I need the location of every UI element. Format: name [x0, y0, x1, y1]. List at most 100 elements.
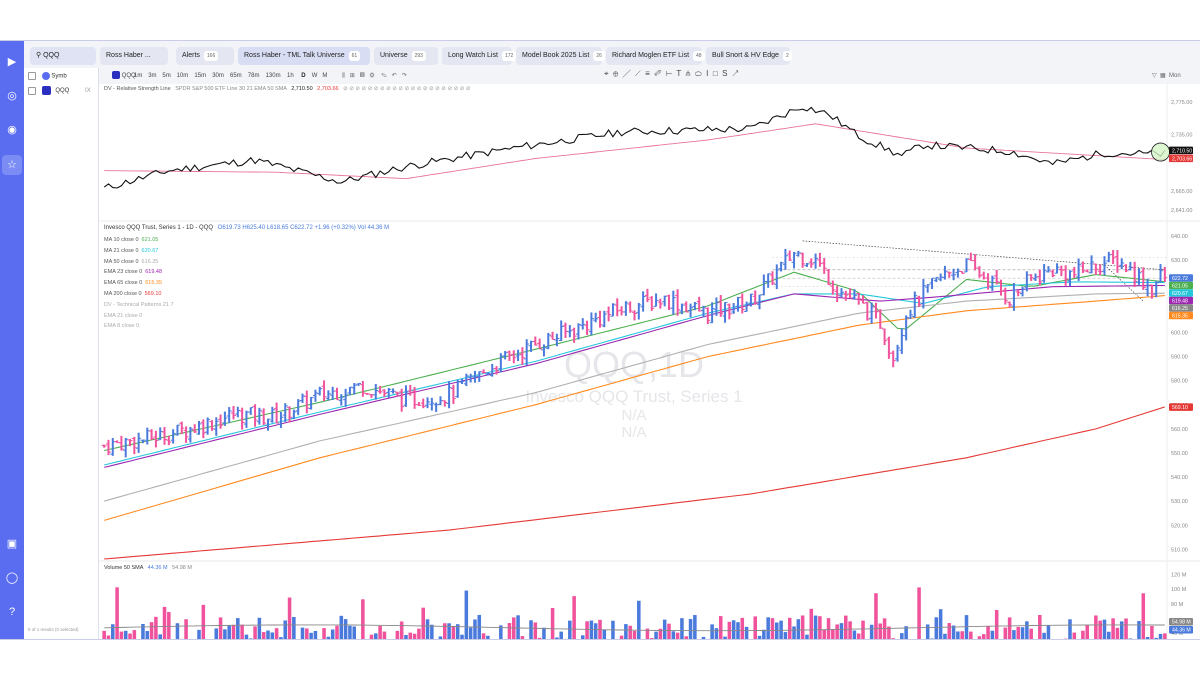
settings-icon[interactable]: ⚙ [369, 73, 375, 79]
volume-bar [309, 632, 313, 639]
rs-title: DV - Relative Strength Line [104, 86, 171, 92]
indicator-value: 621.05 [141, 237, 159, 243]
interval-1h[interactable]: 1h [287, 73, 294, 79]
volume-bar [167, 612, 171, 639]
globe-icon[interactable]: ◎ [7, 90, 17, 102]
text-icon[interactable]: T [676, 69, 682, 78]
volume-bar [762, 629, 766, 639]
indicator-legend-item[interactable]: EMA 65 close 0 615.35 [104, 280, 162, 286]
volume-bar [649, 638, 654, 639]
price-badge-bg [1169, 296, 1193, 305]
rectangle-icon[interactable]: □ [712, 69, 718, 78]
indicator-legend-item[interactable]: MA 21 close 0 620.67 [104, 248, 158, 254]
watchlist-tab[interactable]: Long Watch List 172 [442, 47, 517, 65]
indicator-legend-item[interactable]: EMA 21 close 0 [104, 313, 142, 319]
layout-icon[interactable]: ▤ [359, 73, 365, 79]
education-icon[interactable]: ▣ [6, 538, 18, 550]
volume-bar [550, 608, 555, 639]
tab-label: Universe [380, 52, 408, 59]
target-icon[interactable]: ◉ [7, 124, 17, 136]
app-window: ▶ ◎ ◉ ☆ ▣ ◯ ? ⚲ QQQ Ross Haber ... Alert… [0, 40, 1200, 640]
help-icon[interactable]: ? [8, 606, 16, 618]
volume-bar [1042, 632, 1046, 639]
volume-bar [1020, 627, 1025, 639]
tab-count-badge: 61 [348, 51, 361, 61]
indicator-legend-item[interactable]: EMA 8 close 0 [104, 323, 139, 329]
interval-W[interactable]: W [311, 73, 318, 79]
fib-icon[interactable]: ≡ [645, 69, 650, 78]
volume-bar [279, 637, 283, 639]
chart-area[interactable]: QQQ,1D Invesco QQQ Trust, Series 1 N/A N/A 6… [99, 84, 1200, 639]
symbol-search-input[interactable]: ⚲ QQQ [30, 47, 96, 65]
pitchfork-icon[interactable]: ⋔ [685, 69, 691, 78]
volume-bar [421, 607, 425, 639]
interval-M[interactable]: M [322, 73, 328, 79]
indicator-legend-item[interactable]: EMA 23 close 0 619.48 [104, 269, 162, 275]
day-label[interactable]: Mon [1168, 73, 1181, 79]
chart-symbol-chip[interactable]: QQQ [112, 71, 136, 81]
ellipse-icon[interactable]: ⬭ [694, 69, 702, 78]
curve-icon[interactable]: S [722, 69, 728, 78]
indicator-legend-item[interactable]: MA 50 close 0 616.25 [104, 259, 158, 265]
row-checkbox[interactable] [28, 86, 36, 95]
interval-5m[interactable]: 5m [162, 73, 171, 79]
indicator-legend-item[interactable]: MA 10 close 0 621.05 [104, 237, 158, 243]
watchlist-tab[interactable]: Universe 293 [374, 47, 438, 65]
rs-axis-tick: 2,735.00 [1171, 132, 1192, 138]
search-value: QQQ [43, 52, 60, 59]
select-all-checkbox[interactable] [28, 72, 36, 80]
trendline-icon[interactable]: ╱ [622, 69, 631, 78]
user-icon[interactable]: ◯ [5, 572, 19, 584]
pen-icon[interactable]: ✎ [381, 73, 387, 79]
watchlist-row[interactable]: QQQ IX [28, 86, 91, 95]
watchlist-tab[interactable]: Alerts 166 [176, 47, 234, 65]
watchlist-tab[interactable]: Ross Haber - TML Talk Universe 61 [238, 47, 370, 65]
interval-65m[interactable]: 65m [230, 73, 242, 79]
logo-icon[interactable]: ▶ [7, 56, 17, 68]
volume-bar [680, 618, 684, 639]
ruler-icon[interactable]: ⊢ [665, 69, 672, 78]
brush-icon[interactable]: ✐ [654, 69, 662, 78]
volume-bar [1012, 630, 1016, 639]
volume-bar [1111, 618, 1115, 639]
interval-78m[interactable]: 78m [247, 73, 260, 79]
volume-bar [559, 631, 563, 639]
star-icon[interactable]: ☆ [7, 159, 17, 171]
volume-bar [684, 636, 689, 639]
ray-icon[interactable]: ⟋ [635, 69, 641, 78]
volume-bar [352, 626, 357, 639]
watchlist-tab[interactable]: Richard Moglen ETF List 48 [606, 47, 705, 65]
interval-D[interactable]: D [301, 73, 306, 79]
symbol-column-header[interactable]: Symb [51, 73, 67, 80]
interval-10m[interactable]: 10m [176, 73, 189, 79]
watchlist-tab[interactable]: Bull Snort & HV Edge 2 [706, 47, 792, 65]
volume-bar [102, 630, 106, 639]
interval-130m[interactable]: 130m [265, 73, 281, 79]
rs-new-high-marker [1151, 142, 1170, 162]
undo-icon[interactable]: ↶ [391, 73, 397, 79]
watchlist-user-select[interactable]: Ross Haber ... [100, 47, 168, 65]
price-axis-tick: 600.00 [1171, 330, 1188, 336]
crosshair-icon[interactable]: ⊕ [612, 69, 619, 78]
volume-bar [533, 622, 538, 639]
calendar-icon[interactable]: ▦ [1159, 73, 1166, 79]
cursor-icon[interactable]: ⌖ [604, 69, 609, 78]
shape-icon[interactable]: I [706, 69, 709, 78]
interval-1m[interactable]: 1m [134, 73, 143, 79]
compare-icon[interactable]: ⊞ [349, 73, 355, 79]
watchlist-tab[interactable]: Model Book 2025 List 26 [516, 47, 605, 65]
interval-3m[interactable]: 3m [148, 73, 157, 79]
indicator-legend-item[interactable]: DV - Technical Patterns 21 7 [104, 302, 174, 308]
volume-bar [395, 630, 400, 639]
redo-icon[interactable]: ↷ [401, 73, 407, 79]
volume-bar [770, 618, 775, 639]
filter-icon[interactable]: ▽ [1152, 73, 1157, 79]
arrow-icon[interactable]: ↗ [731, 69, 739, 78]
indicator-icon[interactable]: ⫼ [342, 73, 345, 79]
volume-bar [1098, 620, 1102, 639]
interval-15m[interactable]: 15m [194, 73, 207, 79]
interval-30m[interactable]: 30m [212, 73, 224, 79]
volume-bar [361, 599, 365, 639]
indicator-legend-item[interactable]: MA 200 close 0 569.10 [104, 291, 161, 297]
